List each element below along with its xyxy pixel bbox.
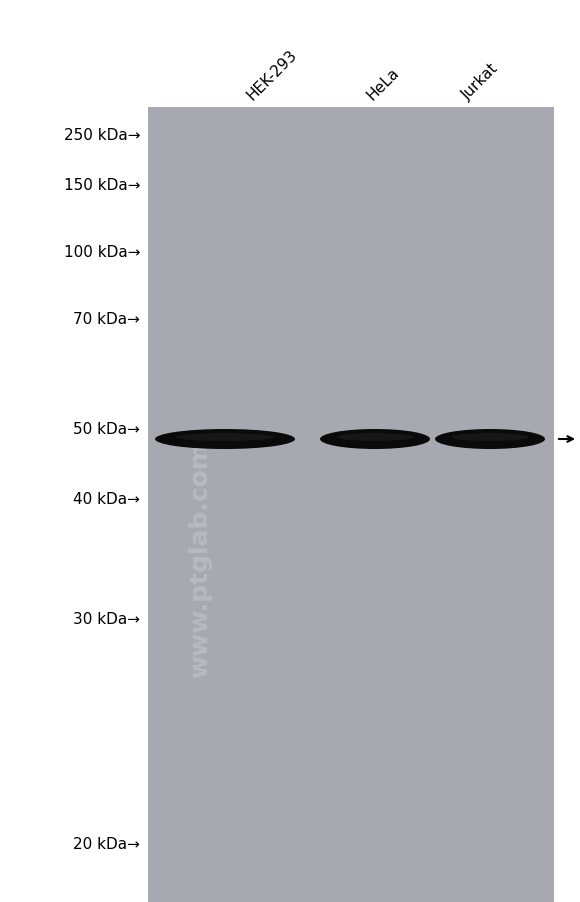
Ellipse shape <box>320 429 430 449</box>
Text: 30 kDa→: 30 kDa→ <box>73 612 140 627</box>
Text: www.ptglab.com: www.ptglab.com <box>188 441 212 677</box>
Ellipse shape <box>451 434 528 441</box>
Ellipse shape <box>336 434 414 441</box>
Text: 100 kDa→: 100 kDa→ <box>63 245 140 260</box>
Ellipse shape <box>155 429 295 449</box>
Ellipse shape <box>176 434 274 441</box>
Text: 70 kDa→: 70 kDa→ <box>73 312 140 327</box>
Text: 150 kDa→: 150 kDa→ <box>63 178 140 192</box>
Text: 250 kDa→: 250 kDa→ <box>63 127 140 143</box>
Text: Jurkat: Jurkat <box>459 60 502 103</box>
Text: 50 kDa→: 50 kDa→ <box>73 422 140 437</box>
Ellipse shape <box>435 429 545 449</box>
Text: HEK-293: HEK-293 <box>244 47 300 103</box>
Text: 40 kDa→: 40 kDa→ <box>73 492 140 507</box>
Text: HeLa: HeLa <box>364 65 403 103</box>
Text: 20 kDa→: 20 kDa→ <box>73 836 140 851</box>
Bar <box>148 108 554 902</box>
